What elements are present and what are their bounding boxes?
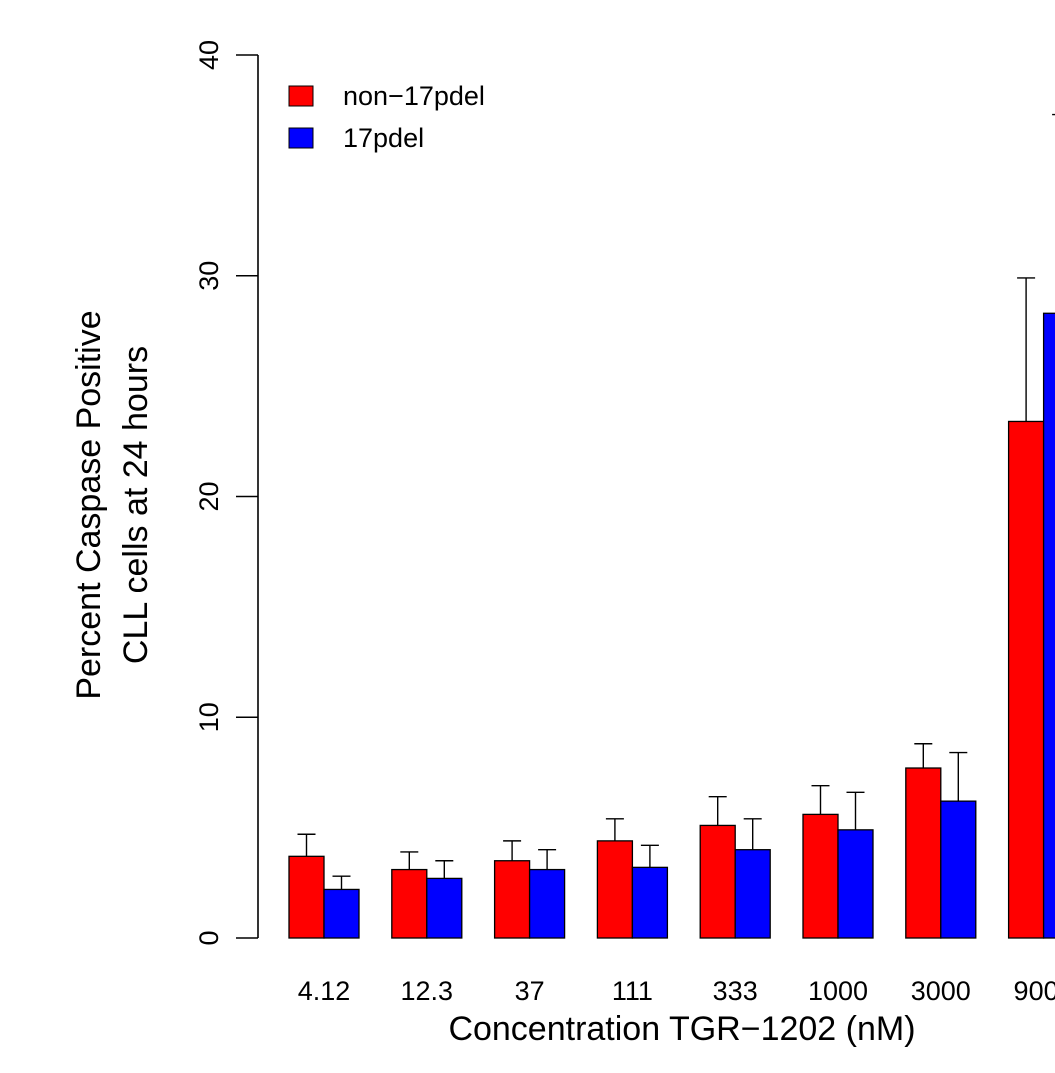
- legend-label-non17pdel: non−17pdel: [343, 81, 485, 111]
- y-tick-label-2: 20: [194, 481, 224, 511]
- legend-label-17pdel: 17pdel: [343, 123, 424, 153]
- bar-17pdel-0: [323, 888, 360, 939]
- bar-non17pdel-4: [699, 824, 736, 939]
- bar-non17pdel-3: [596, 840, 634, 939]
- y-tick-label-1: 10: [194, 702, 224, 732]
- y-tick-label-3: 30: [194, 261, 224, 291]
- bar-17pdel-2: [528, 868, 566, 939]
- x-tick-labels: 4.12 12.3 37 111 333 1000 3000 9000: [298, 976, 1055, 1006]
- bar-17pdel-6: [940, 800, 977, 939]
- y-axis: 0 10 20 30 40: [194, 40, 259, 946]
- x-tick-label-3: 111: [612, 976, 653, 1006]
- y-tick-label-4: 40: [194, 40, 224, 70]
- x-tick-label-5: 1000: [808, 976, 868, 1006]
- x-tick-label-4: 333: [713, 976, 758, 1006]
- y-axis-label-line-1: Percent Caspase Positive: [70, 310, 108, 699]
- x-tick-label-0: 4.12: [298, 976, 351, 1006]
- bar-non17pdel-1: [391, 868, 428, 939]
- legend-swatch-17pdel: [288, 127, 314, 149]
- x-axis-label: Concentration TGR−1202 (nM): [448, 1010, 915, 1048]
- bar-17pdel-4: [734, 849, 771, 939]
- x-tick-label-6: 3000: [911, 976, 971, 1006]
- x-tick-label-7: 9000: [1014, 976, 1055, 1006]
- y-axis-label: Percent Caspase Positive CLL cells at 24…: [70, 310, 155, 699]
- error-bars: [297, 113, 1055, 890]
- bar-non17pdel-7: [1007, 420, 1045, 939]
- bar-17pdel-3: [631, 866, 669, 939]
- legend-swatch-non17pdel: [288, 85, 314, 107]
- x-tick-label-2: 37: [515, 976, 545, 1006]
- bar-non17pdel-6: [905, 767, 942, 939]
- bar-17pdel-1: [426, 877, 463, 939]
- legend: non−17pdel 17pdel: [288, 81, 485, 153]
- y-axis-label-line-2: CLL cells at 24 hours: [117, 346, 155, 664]
- bar-non17pdel-2: [493, 860, 531, 939]
- bar-17pdel-7: [1042, 312, 1055, 939]
- bars: [288, 312, 1055, 939]
- bar-non17pdel-0: [288, 855, 325, 939]
- bar-non17pdel-5: [802, 813, 839, 939]
- x-tick-label-1: 12.3: [401, 976, 454, 1006]
- bar-17pdel-5: [837, 829, 874, 939]
- y-tick-label-0: 0: [194, 930, 224, 945]
